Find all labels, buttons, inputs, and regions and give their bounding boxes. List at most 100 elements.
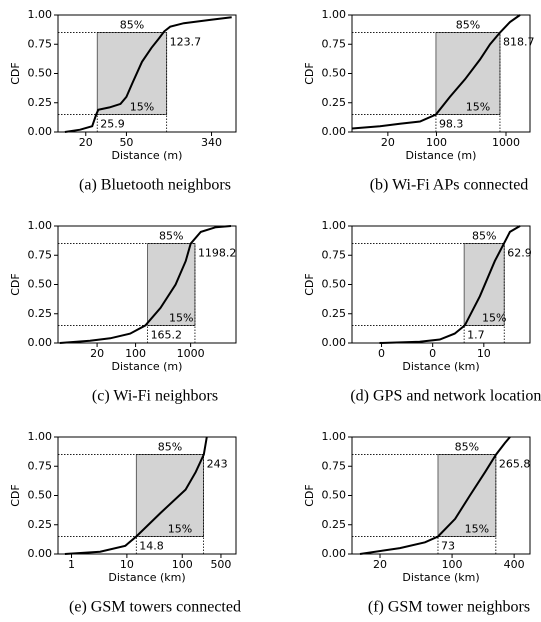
y-axis-label: CDF [9, 484, 22, 506]
percentile-label: 85% [472, 230, 496, 243]
percentile-band [96, 32, 168, 115]
cdf-line [64, 436, 208, 555]
percentile-label: 85% [159, 230, 183, 243]
x-tick-label: 0 [378, 347, 385, 360]
y-tick-label: 0.25 [28, 96, 53, 109]
percentile-value: 25.9 [100, 117, 125, 130]
caption: (a) Bluetooth neighbors [79, 177, 231, 194]
y-tick-label: 0.25 [28, 518, 53, 531]
caption: (d) GPS and network locations [350, 388, 541, 405]
cdf-line [64, 16, 232, 133]
percentile-value: 73 [441, 539, 455, 552]
x-tick-label: 20 [79, 136, 93, 149]
y-axis-label: CDF [9, 273, 22, 295]
x-tick-label: 500 [210, 558, 231, 571]
x-axis-label: Distance (m) [112, 360, 183, 373]
y-tick-label: 0.00 [28, 336, 53, 349]
percentile-label: 85% [158, 441, 182, 454]
x-axis-label: Distance (m) [406, 149, 477, 162]
percentile-value: 165.2 [151, 328, 183, 341]
x-axis-label: Distance (km) [402, 360, 479, 373]
percentile-label: 15% [482, 311, 506, 324]
y-tick-label: 1.00 [28, 8, 53, 21]
y-tick-label: 0.25 [28, 307, 53, 320]
y-axis-label: CDF [9, 62, 22, 84]
x-tick-label: 50 [119, 136, 133, 149]
y-tick-label: 0.50 [28, 278, 53, 291]
cdf-line [59, 225, 232, 344]
caption: (e) GSM towers connected [69, 599, 241, 616]
cdf-line [379, 225, 521, 344]
y-tick-label: 0.75 [28, 37, 53, 50]
x-tick-label: 20 [90, 347, 104, 360]
y-axis-label: CDF [303, 484, 316, 506]
percentile-value: 62.9 [507, 247, 531, 260]
y-tick-label: 1.00 [322, 430, 347, 443]
percentile-value: 123.7 [170, 36, 202, 49]
x-tick-label: 100 [172, 558, 193, 571]
x-tick-label: 100 [442, 558, 463, 571]
percentile-label: 15% [169, 311, 193, 324]
y-tick-label: 0.00 [28, 547, 53, 560]
y-tick-label: 0.75 [322, 37, 347, 50]
y-tick-label: 0.00 [322, 125, 347, 138]
x-tick-label: 400 [504, 558, 525, 571]
x-tick-label: 1 [68, 558, 75, 571]
percentile-label: 85% [456, 19, 480, 32]
percentile-label: 15% [465, 522, 489, 535]
y-tick-label: 0.00 [28, 125, 53, 138]
x-tick-label: 100 [125, 347, 146, 360]
y-tick-label: 0.75 [28, 459, 53, 472]
percentile-value: 98.3 [439, 117, 464, 130]
x-tick-label: 0 [429, 347, 436, 360]
y-tick-label: 0.25 [322, 307, 347, 320]
x-tick-label: 1000 [177, 347, 205, 360]
y-tick-label: 0.25 [322, 518, 347, 531]
percentile-label: 85% [455, 441, 479, 454]
cdf-line [359, 436, 511, 555]
cdf-line [351, 14, 521, 130]
percentile-value: 265.8 [499, 458, 531, 471]
x-tick-label: 10 [477, 347, 491, 360]
x-tick-label: 20 [373, 558, 387, 571]
percentile-band [437, 454, 497, 537]
x-tick-label: 10 [120, 558, 134, 571]
percentile-value: 243 [207, 458, 228, 471]
y-tick-label: 0.50 [28, 67, 53, 80]
caption: (c) Wi-Fi neighbors [92, 388, 218, 405]
y-tick-label: 0.75 [28, 248, 53, 261]
x-tick-label: 340 [201, 136, 222, 149]
y-axis-label: CDF [303, 62, 316, 84]
y-tick-label: 1.00 [322, 8, 347, 21]
y-tick-label: 1.00 [322, 219, 347, 232]
y-tick-label: 0.50 [322, 489, 347, 502]
percentile-value: 1.7 [467, 328, 485, 341]
caption: (f) GSM tower neighbors [368, 599, 530, 616]
y-tick-label: 0.50 [28, 489, 53, 502]
x-axis-label: Distance (m) [112, 149, 183, 162]
x-axis-label: Distance (km) [402, 571, 479, 584]
y-axis-label: CDF [303, 273, 316, 295]
y-tick-label: 0.50 [322, 278, 347, 291]
percentile-value: 818.7 [503, 36, 535, 49]
y-tick-label: 1.00 [28, 430, 53, 443]
percentile-value: 14.8 [139, 539, 164, 552]
plot-frame [57, 225, 237, 344]
x-tick-label: 20 [381, 136, 395, 149]
percentile-label: 85% [120, 19, 144, 32]
percentile-label: 15% [466, 100, 490, 113]
y-tick-label: 0.50 [322, 67, 347, 80]
percentile-value: 1198.2 [198, 247, 237, 260]
y-tick-label: 0.00 [322, 547, 347, 560]
y-tick-label: 0.00 [322, 336, 347, 349]
y-tick-label: 1.00 [28, 219, 53, 232]
y-tick-label: 0.25 [322, 96, 347, 109]
y-tick-label: 0.75 [322, 248, 347, 261]
percentile-label: 15% [168, 522, 192, 535]
x-axis-label: Distance (km) [108, 571, 185, 584]
x-tick-label: 100 [426, 136, 447, 149]
y-tick-label: 0.75 [322, 459, 347, 472]
x-tick-label: 1000 [492, 136, 520, 149]
percentile-band [135, 454, 204, 537]
